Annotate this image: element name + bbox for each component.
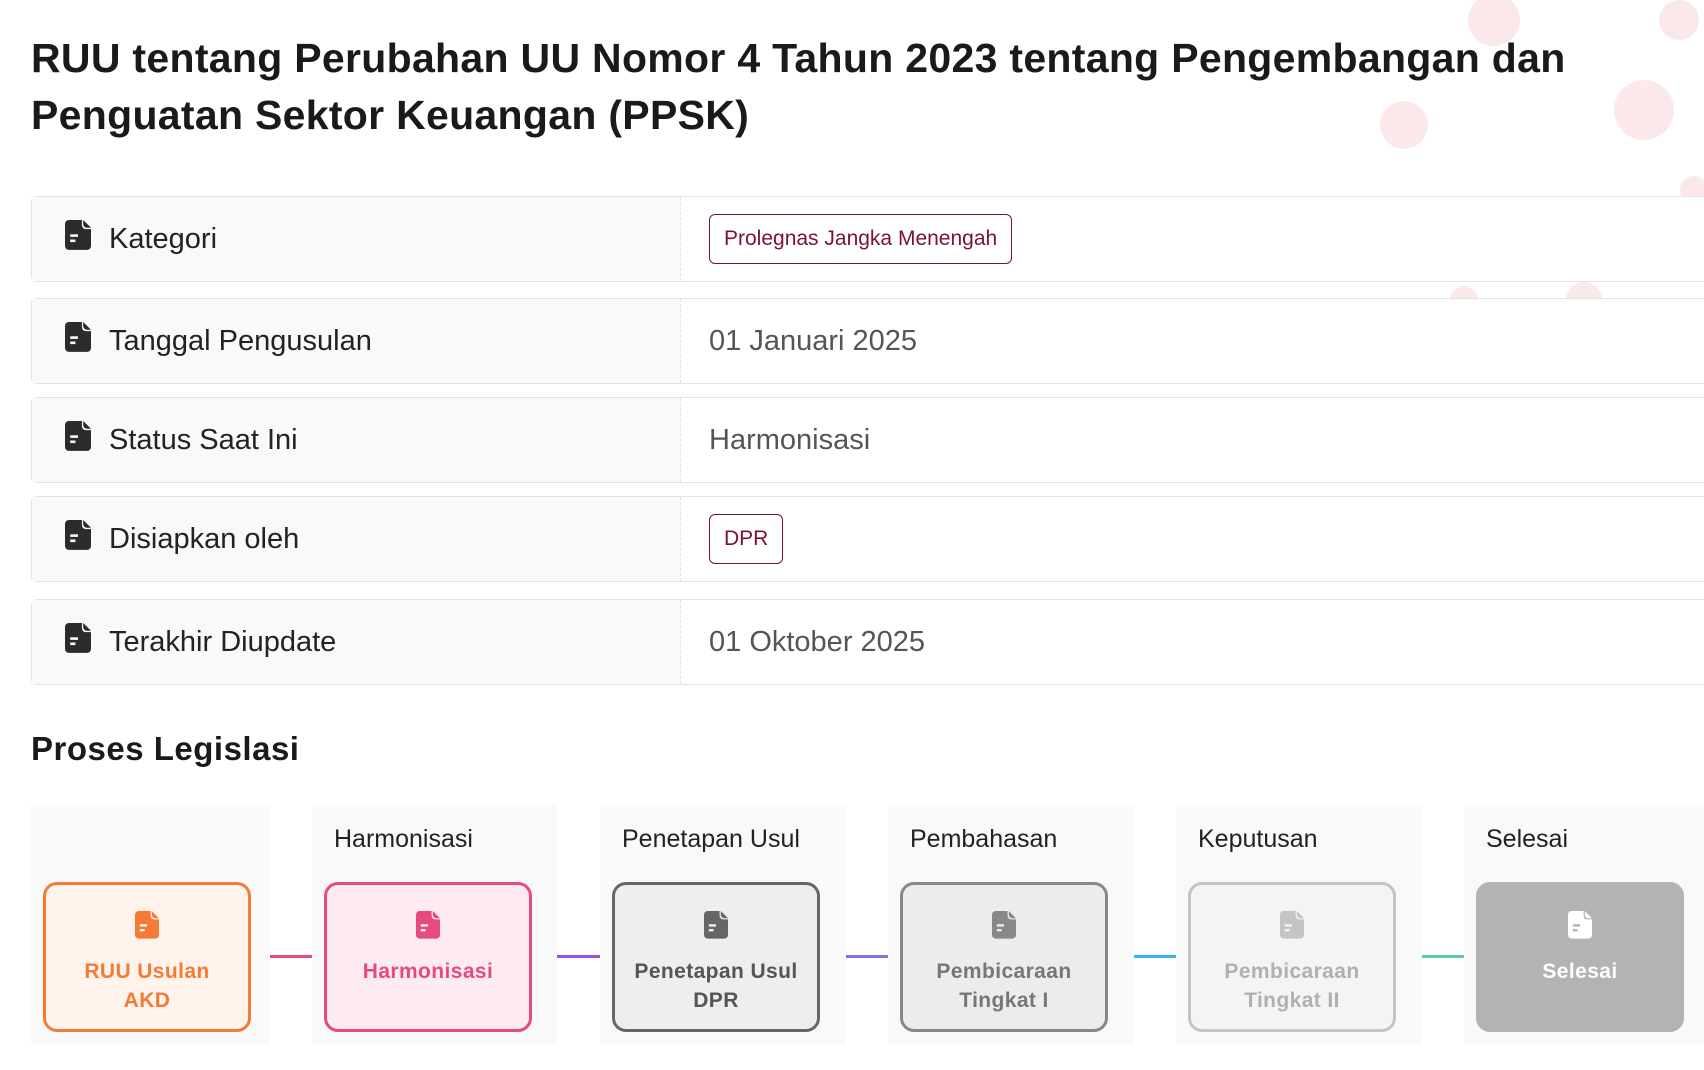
detail-badge: Prolegnas Jangka Menengah (709, 214, 1013, 264)
step-box[interactable]: RUU Usulan AKD (43, 882, 251, 1032)
step-header: Harmonisasi (334, 825, 473, 853)
detail-row: Disiapkan oleh DPR (31, 496, 1704, 582)
document-icon (65, 322, 109, 360)
detail-row: Tanggal Pengusulan 01 Januari 2025 (31, 298, 1704, 384)
step-box[interactable]: Penetapan Usul DPR (612, 882, 820, 1032)
document-icon (992, 911, 1016, 957)
detail-label: Tanggal Pengusulan (109, 324, 372, 357)
step-box[interactable]: Harmonisasi (324, 882, 532, 1032)
detail-value: 01 Oktober 2025 (709, 625, 926, 658)
detail-value: 01 Januari 2025 (709, 324, 917, 357)
step-label: Harmonisasi (362, 959, 494, 983)
step-header: Keputusan (1198, 825, 1318, 853)
document-icon (65, 520, 109, 558)
detail-label: Kategori (109, 222, 218, 255)
step-header: Selesai (1486, 825, 1568, 853)
step-column: Selesai Selesai (1464, 805, 1704, 1044)
document-icon (135, 911, 159, 957)
step-box[interactable]: Pembicaraan Tingkat I (900, 882, 1108, 1032)
detail-row: Kategori Prolegnas Jangka Menengah (31, 196, 1704, 282)
step-column: Pembahasan Pembicaraan Tingkat I (888, 805, 1134, 1044)
document-icon (65, 421, 109, 459)
connector-line (846, 955, 888, 958)
step-label: RUU Usulan AKD (84, 959, 210, 1012)
connector-line (270, 955, 312, 958)
detail-row: Status Saat Ini Harmonisasi (31, 397, 1704, 483)
connector-line (1422, 955, 1464, 958)
step-box[interactable]: Pembicaraan Tingkat II (1188, 882, 1396, 1032)
step-column: Penetapan Usul Penetapan Usul DPR (600, 805, 846, 1044)
connector-line (1134, 955, 1176, 958)
document-icon (1568, 911, 1592, 957)
step-box[interactable]: Selesai (1476, 882, 1684, 1032)
step-column: Harmonisasi Harmonisasi (312, 805, 557, 1044)
detail-label: Status Saat Ini (109, 423, 298, 456)
detail-row: Terakhir Diupdate 01 Oktober 2025 (31, 599, 1704, 685)
step-label: Selesai (1542, 959, 1618, 983)
step-label: Pembicaraan Tingkat II (1224, 959, 1360, 1012)
step-label: Penetapan Usul DPR (634, 959, 798, 1012)
document-icon (65, 623, 109, 661)
detail-label: Terakhir Diupdate (109, 625, 337, 658)
document-icon (65, 220, 109, 258)
connector-line (557, 955, 600, 958)
step-header: Penetapan Usul (622, 825, 800, 853)
detail-label: Disiapkan oleh (109, 522, 300, 555)
detail-value: Harmonisasi (709, 423, 871, 456)
page-title: RUU tentang Perubahan UU Nomor 4 Tahun 2… (31, 35, 1566, 138)
step-header: Pembahasan (910, 825, 1058, 853)
step-column: Keputusan Pembicaraan Tingkat II (1176, 805, 1422, 1044)
document-icon (416, 911, 440, 957)
document-icon (1280, 911, 1304, 957)
document-icon (704, 911, 728, 957)
section-title-proses-legislasi: Proses Legislasi (31, 730, 300, 767)
detail-badge: DPR (709, 514, 784, 564)
step-label: Pembicaraan Tingkat I (936, 959, 1072, 1012)
step-column: RUU Usulan AKD (31, 805, 270, 1044)
